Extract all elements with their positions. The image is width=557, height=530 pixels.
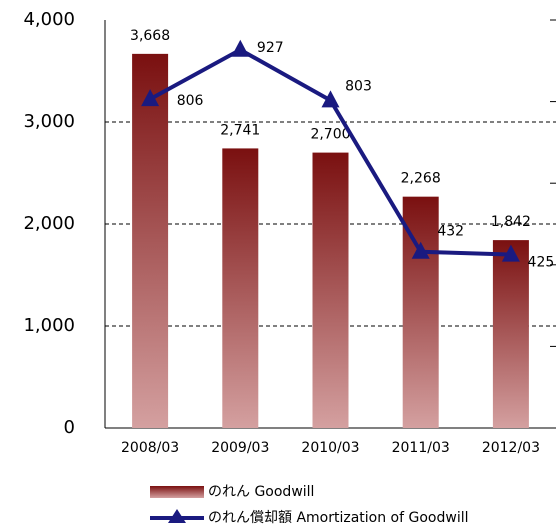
x-tick-label: 2010/03 <box>301 440 359 456</box>
bar-label: 2,700 <box>310 127 350 143</box>
line-marker <box>231 39 250 57</box>
bar <box>312 152 349 428</box>
y-tick-label: 2,000 <box>23 213 75 234</box>
bar-label: 1,842 <box>491 214 531 230</box>
y-tick-label: 1,000 <box>23 315 75 336</box>
line-label: 803 <box>345 78 372 94</box>
legend-swatch <box>150 486 204 498</box>
x-tick-label: 2012/03 <box>482 440 540 456</box>
line-marker <box>501 244 520 262</box>
x-tick-label: 2008/03 <box>121 440 179 456</box>
y-tick-label: 4,000 <box>23 9 75 30</box>
legend-label: のれん Goodwill <box>208 484 314 500</box>
legend-label: のれん償却額 Amortization of Goodwill <box>208 510 469 526</box>
bar <box>132 53 169 428</box>
legend-marker <box>168 509 186 523</box>
line-label: 806 <box>177 93 204 109</box>
x-tick-label: 2011/03 <box>392 440 450 456</box>
bar-label: 2,268 <box>401 171 441 187</box>
line-label: 432 <box>437 224 464 240</box>
y-tick-label: 0 <box>64 417 75 438</box>
line-label: 927 <box>257 40 284 56</box>
bar <box>492 240 529 428</box>
line-marker <box>411 241 430 259</box>
bar <box>222 148 259 428</box>
bar-label: 3,668 <box>130 28 170 44</box>
line-marker <box>141 89 160 107</box>
line-marker <box>321 90 340 108</box>
line-label: 425 <box>528 255 555 271</box>
x-tick-label: 2009/03 <box>211 440 269 456</box>
y-tick-label: 3,000 <box>23 111 75 132</box>
bar-label: 2,741 <box>220 122 260 138</box>
